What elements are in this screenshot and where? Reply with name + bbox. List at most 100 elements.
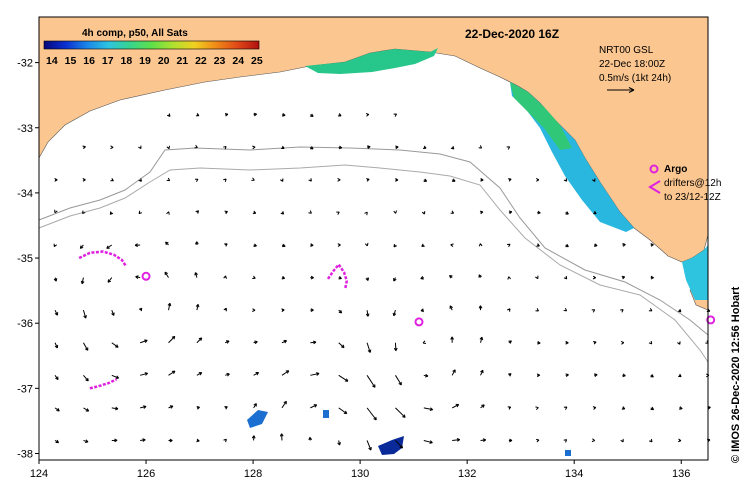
sst-colorbar-tick: 18 xyxy=(121,55,133,67)
current-vector-head xyxy=(367,145,371,149)
current-vector-head xyxy=(316,372,320,376)
current-vector-head xyxy=(480,178,484,182)
current-vector-head xyxy=(110,177,114,182)
current-vector-head xyxy=(368,447,372,451)
current-vector-head xyxy=(482,438,487,442)
y-tick-label: -37 xyxy=(17,383,33,395)
current-vector-head xyxy=(251,435,256,439)
sst-patch-eyre-green xyxy=(510,82,572,150)
current-vector-head xyxy=(310,275,314,280)
current-vector-head xyxy=(536,373,541,378)
current-vector-head xyxy=(54,177,58,182)
current-vector-head xyxy=(650,243,654,247)
current-vector-head xyxy=(226,372,230,377)
land-australia xyxy=(38,16,709,263)
drifter-legend-icon xyxy=(648,180,661,194)
drifter-track xyxy=(78,250,127,267)
current-vector-head xyxy=(450,210,455,214)
current-vector-head xyxy=(481,404,485,408)
current-vector-head xyxy=(677,308,682,313)
current-vector xyxy=(366,407,377,421)
x-tick-label: 128 xyxy=(244,468,262,480)
current-vector-head xyxy=(592,406,597,410)
current-vector-head xyxy=(402,414,406,418)
current-vector-head xyxy=(166,113,171,117)
current-vector-head xyxy=(252,210,257,215)
sst-colorbar-tick: 21 xyxy=(176,55,188,67)
current-vector-head xyxy=(144,339,148,343)
current-vector-head xyxy=(620,438,624,443)
current-vector-head xyxy=(399,445,404,449)
shelf-contour-inner xyxy=(38,146,709,336)
current-vector-head xyxy=(337,442,341,446)
current-vector-head xyxy=(114,406,119,411)
current-vector xyxy=(338,374,349,382)
current-vector-head xyxy=(310,243,314,247)
current-vector-head xyxy=(223,178,227,183)
current-vector-head xyxy=(166,145,171,150)
current-vector-head xyxy=(621,406,626,410)
current-vector-head xyxy=(54,344,59,349)
current-vector-head xyxy=(82,145,86,150)
sst-patch-small xyxy=(323,410,329,418)
current-vector xyxy=(82,342,89,351)
current-vector-head xyxy=(452,369,456,373)
current-vector-head xyxy=(506,146,511,150)
current-vector-head xyxy=(195,303,200,308)
current-vector-head xyxy=(283,339,288,344)
current-vector-head xyxy=(281,275,286,280)
current-vector-head xyxy=(594,243,598,248)
current-vector-head xyxy=(310,146,314,150)
current-vector-head xyxy=(194,272,198,276)
current-vector-head xyxy=(254,340,258,345)
current-vector xyxy=(452,439,460,441)
sst-patch-cold-south xyxy=(378,436,404,455)
current-vector-head xyxy=(535,275,539,280)
current-vector-head xyxy=(537,210,541,215)
y-axis: -32 -33 -34 -35 -36 -37 -38 xyxy=(17,58,39,460)
current-vector-head xyxy=(393,113,398,117)
current-vector-head xyxy=(54,312,59,316)
current-time: 22-Dec 18:00Z xyxy=(599,59,665,70)
current-vector-head xyxy=(106,245,110,249)
sst-label: 4h comp, p50, All Sats xyxy=(82,28,188,39)
current-vector-head xyxy=(252,145,256,150)
current-vector xyxy=(310,404,317,409)
sst-colorbar-tick: 16 xyxy=(83,55,95,67)
current-vector-head xyxy=(194,241,199,245)
current-vector-head xyxy=(80,280,85,285)
argo-float xyxy=(414,317,424,327)
current-vector xyxy=(83,374,89,382)
current-vector-head xyxy=(455,403,460,408)
sst-colorbar-tick: 17 xyxy=(102,55,114,67)
current-vector-head xyxy=(169,405,174,409)
current-vector xyxy=(281,401,287,409)
current-vector-head xyxy=(620,340,625,345)
argo-float xyxy=(706,315,716,325)
current-vector-head xyxy=(565,340,569,345)
current-vector-head xyxy=(507,243,511,248)
current-vector-head xyxy=(135,275,139,279)
current-vector-head xyxy=(508,340,512,344)
current-vector-head xyxy=(224,406,228,410)
current-vector-head xyxy=(252,275,256,280)
current-vector-head xyxy=(678,373,682,378)
current-vector-head xyxy=(592,178,596,182)
current-vector-head xyxy=(253,403,257,407)
current-vector xyxy=(168,303,171,311)
current-vector-head xyxy=(85,408,90,412)
current-vector-head xyxy=(281,308,285,313)
current-vector-head xyxy=(393,243,397,248)
current-vector xyxy=(451,404,459,409)
current-vector-head xyxy=(450,145,455,150)
current-vector-head xyxy=(449,274,453,279)
current-vector-head xyxy=(313,340,317,345)
current-vector-head xyxy=(535,308,539,312)
map-frame xyxy=(38,16,709,461)
current-vector-head xyxy=(144,372,149,376)
drifter-track xyxy=(326,262,349,290)
current-vector-head xyxy=(223,146,227,150)
current-vector-head xyxy=(194,144,198,149)
current-vector-head xyxy=(164,271,168,276)
sst-colorbar-bar xyxy=(43,40,260,50)
